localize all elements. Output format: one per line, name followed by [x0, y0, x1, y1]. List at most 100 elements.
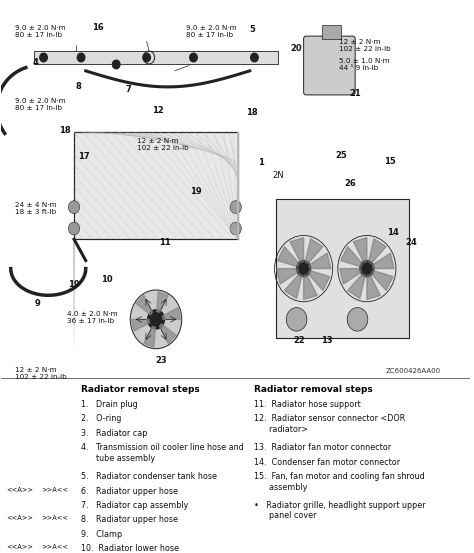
- Text: 1.   Drain plug: 1. Drain plug: [81, 400, 138, 409]
- Circle shape: [143, 53, 150, 62]
- Polygon shape: [368, 239, 386, 264]
- Text: ZC600426AA00: ZC600426AA00: [386, 368, 441, 374]
- Circle shape: [230, 201, 241, 213]
- Text: 15: 15: [384, 157, 396, 166]
- Text: 5.   Radiator condenser tank hose: 5. Radiator condenser tank hose: [81, 472, 217, 481]
- Text: 18: 18: [59, 126, 71, 135]
- Text: 7: 7: [125, 85, 131, 94]
- Polygon shape: [347, 274, 365, 299]
- Text: 12.  Radiator sensor connector <DOR
      radiator>: 12. Radiator sensor connector <DOR radia…: [255, 415, 406, 434]
- Circle shape: [68, 201, 80, 213]
- Text: 16: 16: [91, 23, 103, 32]
- Polygon shape: [136, 295, 153, 315]
- Circle shape: [360, 260, 374, 276]
- Text: 22: 22: [293, 336, 305, 345]
- Polygon shape: [284, 274, 302, 299]
- Circle shape: [297, 260, 310, 276]
- Text: <<A>>: <<A>>: [6, 544, 33, 550]
- Text: 21: 21: [349, 89, 361, 98]
- Polygon shape: [308, 270, 330, 290]
- Text: 9.   Clamp: 9. Clamp: [81, 530, 122, 539]
- Text: 9.0 ± 2.0 N·m
80 ± 17 in-lb: 9.0 ± 2.0 N·m 80 ± 17 in-lb: [16, 97, 66, 111]
- Text: 26: 26: [345, 179, 356, 187]
- Text: 5: 5: [249, 25, 255, 34]
- Text: 20: 20: [291, 44, 302, 53]
- Text: 19: 19: [190, 186, 201, 196]
- Text: 14.  Condenser fan motor connector: 14. Condenser fan motor connector: [255, 458, 401, 467]
- Text: 7.   Radiator cap assembly: 7. Radiator cap assembly: [81, 501, 189, 510]
- Circle shape: [230, 222, 241, 235]
- Text: >>A<<: >>A<<: [41, 487, 68, 493]
- Text: Radiator removal steps: Radiator removal steps: [255, 385, 373, 394]
- Text: 12 ± 2 N·m
102 ± 22 in-lb: 12 ± 2 N·m 102 ± 22 in-lb: [137, 138, 189, 150]
- Polygon shape: [276, 269, 298, 284]
- Circle shape: [68, 222, 80, 235]
- Text: 8.   Radiator upper hose: 8. Radiator upper hose: [81, 515, 178, 524]
- Text: 4: 4: [32, 59, 38, 67]
- Text: 24: 24: [406, 238, 417, 247]
- Polygon shape: [160, 324, 176, 343]
- Polygon shape: [341, 247, 363, 267]
- Text: >>A<<: >>A<<: [41, 515, 68, 521]
- Text: 15.  Fan, fan motor and cooling fan shroud
      assembly: 15. Fan, fan motor and cooling fan shrou…: [255, 472, 425, 492]
- Polygon shape: [144, 326, 155, 347]
- Circle shape: [40, 53, 47, 62]
- Polygon shape: [371, 270, 393, 290]
- Circle shape: [77, 53, 85, 62]
- Polygon shape: [277, 247, 299, 267]
- Text: 9.0 ± 2.0 N·m
80 ± 17 in-lb: 9.0 ± 2.0 N·m 80 ± 17 in-lb: [186, 25, 237, 39]
- Text: 1: 1: [258, 158, 264, 167]
- Text: <<A>>: <<A>>: [6, 487, 33, 493]
- FancyBboxPatch shape: [304, 36, 355, 95]
- Text: 4.   Transmission oil cooler line hose and
      tube assembly: 4. Transmission oil cooler line hose and…: [81, 444, 244, 463]
- Text: 23: 23: [155, 356, 166, 365]
- Polygon shape: [353, 238, 367, 263]
- Text: 12: 12: [153, 106, 164, 116]
- Text: >>A<<: >>A<<: [41, 544, 68, 550]
- Text: 2.   O-ring: 2. O-ring: [81, 415, 121, 424]
- Text: 13: 13: [321, 336, 333, 345]
- Polygon shape: [163, 307, 181, 320]
- Text: 8: 8: [76, 82, 82, 91]
- Text: 12 ± 2 N·m
102 ± 22 in-lb: 12 ± 2 N·m 102 ± 22 in-lb: [339, 39, 391, 52]
- Text: 2N: 2N: [272, 170, 283, 180]
- Circle shape: [347, 307, 368, 331]
- Polygon shape: [372, 253, 394, 269]
- Polygon shape: [367, 275, 381, 300]
- Text: 3.   Radiator cap: 3. Radiator cap: [81, 429, 147, 438]
- Text: 19: 19: [68, 280, 80, 289]
- Text: Radiator removal steps: Radiator removal steps: [81, 385, 200, 394]
- Text: 24 ± 4 N·m
18 ± 3 ft-lb: 24 ± 4 N·m 18 ± 3 ft-lb: [16, 202, 57, 215]
- Text: 13.  Radiator fan motor connector: 13. Radiator fan motor connector: [255, 444, 392, 452]
- FancyBboxPatch shape: [322, 25, 341, 39]
- Circle shape: [286, 307, 307, 331]
- Polygon shape: [290, 238, 304, 263]
- Text: 10.  Radiator lower hose: 10. Radiator lower hose: [81, 544, 179, 553]
- Text: 5.0 ± 1.0 N·m
44 ¹ 9 in-lb: 5.0 ± 1.0 N·m 44 ¹ 9 in-lb: [339, 58, 389, 70]
- Polygon shape: [309, 253, 331, 269]
- FancyBboxPatch shape: [34, 51, 278, 65]
- Text: 11: 11: [160, 238, 171, 247]
- Circle shape: [130, 290, 182, 349]
- Text: 14: 14: [387, 228, 399, 237]
- Text: 11.  Radiator hose support: 11. Radiator hose support: [255, 400, 361, 409]
- Text: 6.   Radiator upper hose: 6. Radiator upper hose: [81, 487, 178, 495]
- Polygon shape: [156, 291, 168, 312]
- Polygon shape: [340, 269, 362, 284]
- Circle shape: [251, 53, 258, 62]
- Text: 18: 18: [246, 108, 258, 117]
- Text: 9: 9: [35, 299, 41, 308]
- Polygon shape: [132, 320, 150, 331]
- Circle shape: [112, 60, 120, 69]
- Text: 25: 25: [335, 151, 347, 160]
- Circle shape: [147, 310, 164, 329]
- Text: 12 ± 2 N·m
102 ± 22 in-lb: 12 ± 2 N·m 102 ± 22 in-lb: [16, 367, 67, 380]
- Text: 4.0 ± 2.0 N·m
36 ± 17 in-lb: 4.0 ± 2.0 N·m 36 ± 17 in-lb: [67, 311, 118, 325]
- FancyBboxPatch shape: [74, 132, 238, 239]
- Text: <<A>>: <<A>>: [6, 515, 33, 521]
- Text: 10: 10: [101, 275, 113, 284]
- Text: •   Radiator grille, headlight support upper
      panel cover: • Radiator grille, headlight support upp…: [255, 501, 426, 520]
- Text: 9.0 ± 2.0 N·m
80 ± 17 in-lb: 9.0 ± 2.0 N·m 80 ± 17 in-lb: [16, 25, 66, 39]
- Circle shape: [190, 53, 197, 62]
- Text: 17: 17: [78, 152, 89, 161]
